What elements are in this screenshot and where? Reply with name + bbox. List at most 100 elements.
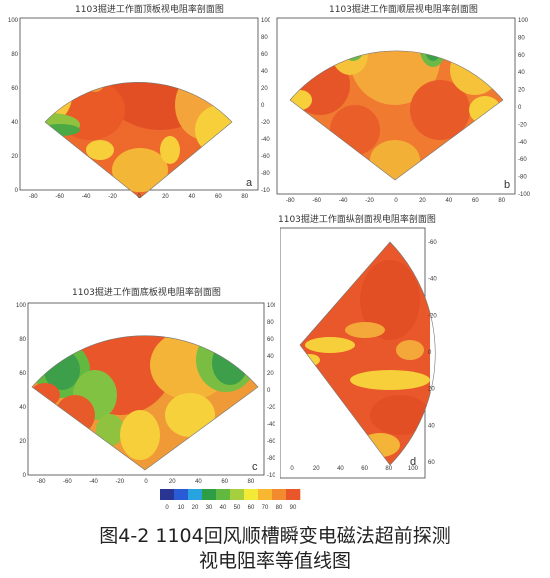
panel-d-letter: d: [410, 456, 416, 468]
y-tick-label-left: 20: [275, 157, 276, 163]
y-tick-label-left: 40: [275, 122, 276, 128]
y-tick-label-left: 0: [275, 192, 276, 198]
y-tick-label-right: 80: [261, 35, 268, 41]
y-tick-label-right: 80: [518, 35, 525, 41]
y-tick-label-left: 40: [19, 405, 26, 411]
y-tick-label-left: 80: [275, 53, 276, 59]
panel-c: 1103掘进工作面底板视电阻率剖面图 c -80 -60 -40 -20 0 20 40 60…: [0, 285, 275, 495]
colorbar-tick-label: 60: [248, 505, 255, 511]
y-tick-label-right: -40: [267, 422, 275, 428]
panel-c-letter: c: [252, 461, 258, 473]
colorbar-swatch: [258, 489, 273, 500]
y-tick-label-right: -20: [267, 405, 275, 411]
y-tick-label-right: -20: [518, 122, 527, 128]
y-tick-label-right: 0: [267, 388, 271, 394]
colorbar-swatch: [174, 489, 189, 500]
panel-a-chart: a -80 -60 -40 -20 0 20 40 60 80 0 20 40 60 80 100 -100 -…: [8, 17, 270, 200]
panel-b-chart: b -80 -60 -40 -20 0 20 40 60 80 0 20 40 60 80 100 -100 -…: [275, 17, 531, 204]
y-tick-label-right: -60: [518, 157, 527, 163]
x-tick-label: -60: [63, 479, 72, 485]
panel-a: 1103掘进工作面顶板视电阻率剖面图 a -80 -60 -40 -20 0 20 40 60…: [0, 0, 270, 205]
y-tick-label-right: 100: [518, 18, 529, 24]
x-tick-label: 80: [385, 466, 392, 472]
x-tick-label: -80: [37, 479, 46, 485]
x-tick-label: -40: [339, 198, 348, 204]
colorbar-tick-label: 0: [165, 505, 169, 511]
y-tick-label-right: -80: [267, 456, 275, 462]
y-tick-label-right: 20: [518, 88, 525, 94]
panel-b-letter: b: [504, 179, 510, 191]
y-tick-label-left: 40: [11, 120, 18, 126]
panel-a-letter: a: [246, 177, 253, 189]
figure-caption-line2: 视电阻率等值线图: [198, 550, 351, 572]
colorbar-swatch: [202, 489, 217, 500]
y-tick-label-right: 40: [518, 70, 525, 76]
y-tick-label-right: 0: [428, 350, 432, 356]
y-tick-label-left: 100: [8, 18, 19, 24]
y-tick-label-left: 20: [19, 439, 26, 445]
x-tick-label: 0: [290, 466, 294, 472]
y-tick-label-left: 100: [16, 303, 27, 309]
x-tick-label: 0: [144, 479, 148, 485]
x-tick-label: 80: [241, 194, 248, 200]
panel-b: 1103掘进工作面顺层视电阻率剖面图 b -80 -60 -40 -20 0 20 40 60…: [275, 0, 550, 205]
y-tick-label-right: 60: [518, 53, 525, 59]
y-tick-label-right: -60: [267, 439, 275, 445]
panel-b-title: 1103掘进工作面顺层视电阻率剖面图: [329, 5, 478, 15]
x-tick-label: 80: [248, 479, 255, 485]
y-tick-label-right: -100: [267, 473, 275, 479]
x-tick-label: 40: [446, 198, 453, 204]
panel-d-chart: d 0 20 40 60 80 100 60 40 20 0 -20 -40 -60: [280, 227, 437, 479]
x-tick-label: 40: [337, 466, 344, 472]
y-tick-label-left: 60: [19, 371, 26, 377]
y-tick-label-right: 20: [261, 86, 268, 92]
y-tick-label-right: -40: [261, 137, 270, 143]
x-tick-label: -20: [108, 194, 117, 200]
colorbar-swatch: [230, 489, 245, 500]
x-tick-label: 20: [313, 466, 320, 472]
x-tick-label: -60: [312, 198, 321, 204]
colorbar-tick-label: 10: [178, 505, 185, 511]
x-tick-label: -40: [82, 194, 91, 200]
colorbar-swatch: [188, 489, 203, 500]
colorbar-swatch: [272, 489, 287, 500]
y-tick-label-left: 100: [275, 18, 276, 24]
y-tick-label-left: 80: [11, 52, 18, 58]
x-tick-label: 20: [419, 198, 426, 204]
panel-c-chart: c -80 -60 -40 -20 0 20 40 60 80 0 20 40 60 80 100 -100 -…: [16, 302, 275, 485]
y-tick-label-right: 60: [261, 52, 268, 58]
y-tick-label-right: 40: [261, 69, 268, 75]
x-tick-label: 60: [221, 479, 228, 485]
figure-caption-line1: 图4-2 1104回风顺槽瞬变电磁法超前探测: [99, 525, 451, 547]
colorbar-swatch: [160, 489, 175, 500]
panel-c-title: 1103掘进工作面底板视电阻率剖面图: [72, 288, 221, 298]
colorbar-tick-label: 70: [262, 505, 269, 511]
x-tick-label: 20: [162, 194, 169, 200]
y-tick-label-right: 80: [267, 320, 274, 326]
x-tick-label: 100: [408, 466, 419, 472]
y-tick-label-right: 0: [518, 105, 522, 111]
y-tick-label-right: -40: [428, 277, 437, 283]
x-tick-label: 60: [361, 466, 368, 472]
x-tick-label: -60: [55, 194, 64, 200]
x-tick-label: 80: [498, 198, 505, 204]
y-tick-label-left: 0: [23, 473, 27, 479]
x-tick-label: 40: [189, 194, 196, 200]
colorbar-swatch: [244, 489, 259, 500]
y-tick-label-right: 40: [428, 423, 435, 429]
colorbar-swatch: [286, 489, 301, 500]
y-tick-label-right: -20: [428, 313, 437, 319]
y-tick-label-right: 60: [267, 337, 274, 343]
x-tick-label: 40: [195, 479, 202, 485]
y-tick-label-right: 20: [428, 387, 435, 393]
y-tick-label-right: -80: [518, 175, 527, 181]
y-tick-label-right: 100: [267, 303, 275, 309]
y-tick-label-right: -80: [261, 171, 270, 177]
y-tick-label-right: 20: [267, 371, 274, 377]
x-tick-label: 60: [215, 194, 222, 200]
y-tick-label-left: 80: [19, 337, 26, 343]
colorbar-tick-label: 30: [206, 505, 213, 511]
panel-a-title: 1103掘进工作面顶板视电阻率剖面图: [75, 5, 224, 15]
colorbar-tick-label: 40: [220, 505, 227, 511]
y-tick-label-left: 0: [15, 188, 19, 194]
